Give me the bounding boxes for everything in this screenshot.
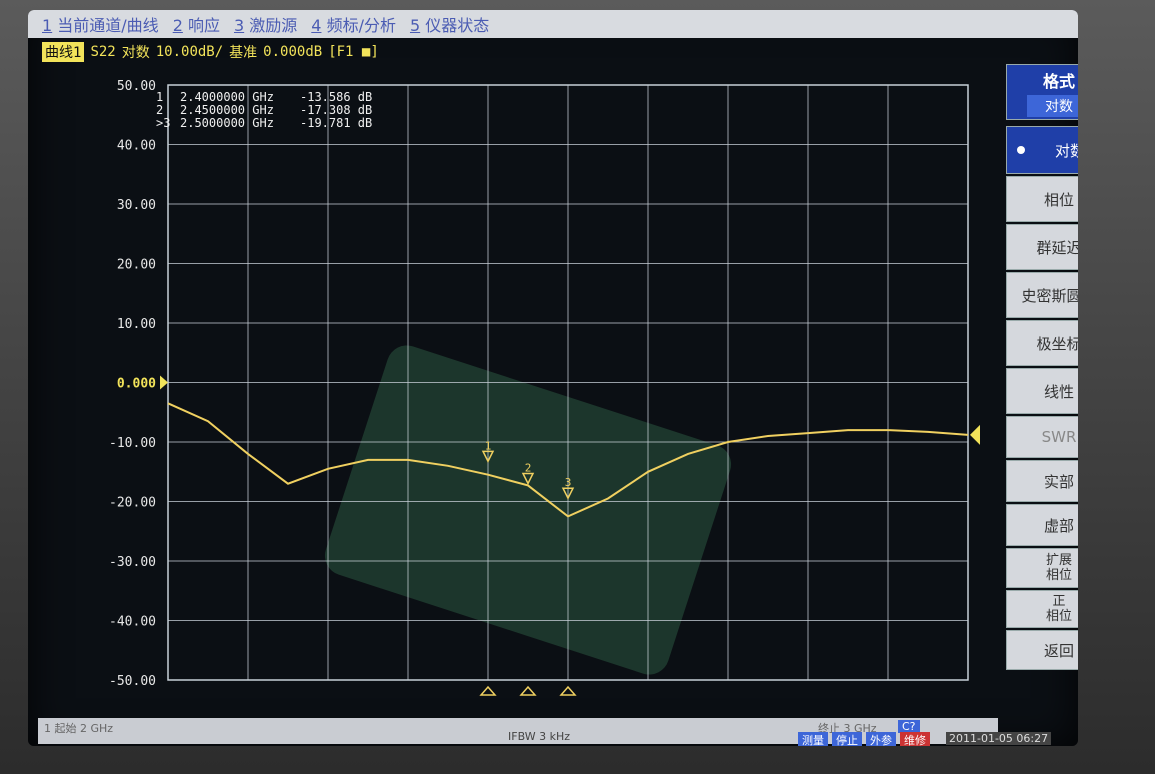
marker-readout-id: 2 [156,103,163,117]
status-datetime: 2011-01-05 06:27 [946,732,1052,745]
softkey-panel: 格式对数对数相位群延迟史密斯圆图极坐标线性SWR实部虚部扩展相位正相位返回 [1006,64,1078,704]
marker-number: 1 [485,439,492,452]
softkey-label: 群延迟 [1036,238,1078,257]
selected-dot-icon [1017,146,1025,154]
menu-item-system-state[interactable]: 5 仪器状态 [409,16,490,35]
trace-param: S22 [90,44,116,60]
softkey-12[interactable]: 返回 [1006,630,1078,670]
marker-axis-indicator [559,685,577,696]
menu-item-marker-analysis[interactable]: 4 频标/分析 [311,16,396,35]
y-tick-labels: 50.00 40.00 30.00 20.00 10.00 0.000 -10.00 -20.… [109,79,168,689]
trace-ref-label: 基准 [229,45,258,61]
softkey-11[interactable]: 正相位 [1006,590,1078,628]
status-indicator: 维修 [900,732,930,746]
status-bar: 1 起始 2 GHz IFBW 3 kHz 终止 3 GHz C? 测量 停止 … [38,718,1052,746]
softkey-label: 史密斯圆图 [1021,286,1078,305]
y-tick-label: -10.00 [109,436,156,451]
status-indicator: 外参 [866,732,896,746]
softkey-label: 线性 [1043,382,1074,401]
marker-readout-id: >3 [156,116,170,130]
marker-triangle [561,487,575,500]
status-stop-freq: 终止 3 GHz [818,722,877,735]
marker-readout-value: -13.586 dB [300,90,372,104]
marker-readout-freq: 2.5000000 GHz [180,116,274,130]
chart-grid [167,84,969,681]
marker-number: 3 [565,476,572,489]
y-tick-label: 20.00 [117,258,156,273]
status-indicators: 测量 停止 外参 维修 [798,732,930,746]
trace-line-s22 [167,402,969,518]
softkey-label: 相位 [1045,609,1072,624]
softkey-label: SWR [1041,428,1077,446]
y-tick-label: 40.00 [117,139,156,154]
trace-name[interactable]: 曲线1 [42,42,85,62]
y-tick-label: 30.00 [117,198,156,213]
marker-axis-indicator [479,685,497,696]
trace-layer [167,402,980,518]
y-tick-label: -40.00 [109,615,156,630]
status-indicator: 测量 [798,732,828,746]
marker-number: 2 [525,461,532,474]
softkey-header-format: 格式对数 [1006,64,1078,120]
s22-chart: 50.00 40.00 30.00 20.00 10.00 0.000 -10.00 -20.… [109,79,980,696]
softkey-label: 相位 [1043,190,1074,209]
softkey-label: 实部 [1043,472,1074,491]
softkey-label: 对数 [1055,141,1078,160]
marker-axis-indicator [519,685,537,696]
trace-ref-value: 0.000dB [263,44,323,60]
marker-readout-id: 1 [156,90,163,104]
softkey-8[interactable]: 实部 [1006,460,1078,502]
trace-header: 曲线1 S22 对数 10.00dB/ 基准 0.000dB [F1 ■] [42,42,379,62]
marker-readout-table: 1 2.4000000 GHz -13.586 dB 2 2.4500000 GHz -1… [156,90,372,130]
marker-readout-freq: 2.4500000 GHz [180,103,274,117]
menu-item-stimulus[interactable]: 3 激励源 [233,16,298,35]
y-tick-label: -20.00 [109,496,156,511]
softkey-3[interactable]: 群延迟 [1006,224,1078,270]
menu-item-channel-trace[interactable]: 1 当前通道/曲线 [42,16,159,35]
softkey-6[interactable]: 线性 [1006,368,1078,414]
status-start-freq: 1 起始 2 GHz [44,722,114,735]
menu-item-response[interactable]: 2 响应 [172,16,220,35]
marker-triangle [481,450,495,464]
status-indicator: 停止 [832,732,862,746]
softkey-7[interactable]: SWR [1006,416,1078,458]
reference-level-arrow [160,375,168,390]
softkey-label: 扩展 [1045,553,1072,568]
marker-readout-value: -17.308 dB [300,103,372,117]
softkey-label: 返回 [1043,641,1074,660]
y-tick-label: 0.000 [117,377,156,392]
softkey-header-title: 格式 [1042,71,1075,91]
status-ifbw: IFBW 3 kHz [508,730,571,743]
y-tick-label: -30.00 [109,555,156,570]
softkey-label: 极坐标 [1036,334,1078,353]
marker-readout-value: -19.781 dB [300,116,372,130]
marker-triangle [521,472,535,486]
softkey-2[interactable]: 相位 [1006,176,1078,222]
softkey-4[interactable]: 史密斯圆图 [1006,272,1078,318]
softkey-label: 正 [1052,594,1066,609]
trace-format: 对数 [121,45,150,61]
y-tick-label: 50.00 [117,79,156,94]
softkey-label: 虚部 [1043,516,1074,535]
menu-bar: 1 当前通道/曲线 2 响应 3 激励源 4 频标/分析 5 仪器状态 [28,10,1078,38]
trace-channel: [F1 ■] [328,44,379,60]
softkey-10[interactable]: 扩展 相位 [1006,548,1078,588]
y-tick-label: 10.00 [117,317,156,332]
trace-end-arrow [970,424,980,445]
softkey-1[interactable]: 对数 [1006,126,1078,174]
softkey-label: 相位 [1045,568,1072,583]
trace-scale: 10.00dB/ [155,44,224,60]
marker-readout-freq: 2.4000000 GHz [180,90,274,104]
y-tick-label: -50.00 [109,674,156,689]
softkey-header-value: 对数 [1027,94,1078,117]
analyzer-screen: 1 当前通道/曲线 2 响应 3 激励源 4 频标/分析 5 仪器状态 曲线1 … [28,10,1078,746]
softkey-9[interactable]: 虚部 [1006,504,1078,546]
softkey-5[interactable]: 极坐标 [1006,320,1078,366]
status-channel-badge: C? [898,720,920,733]
marker-layer: 1 2 3 [479,439,577,696]
